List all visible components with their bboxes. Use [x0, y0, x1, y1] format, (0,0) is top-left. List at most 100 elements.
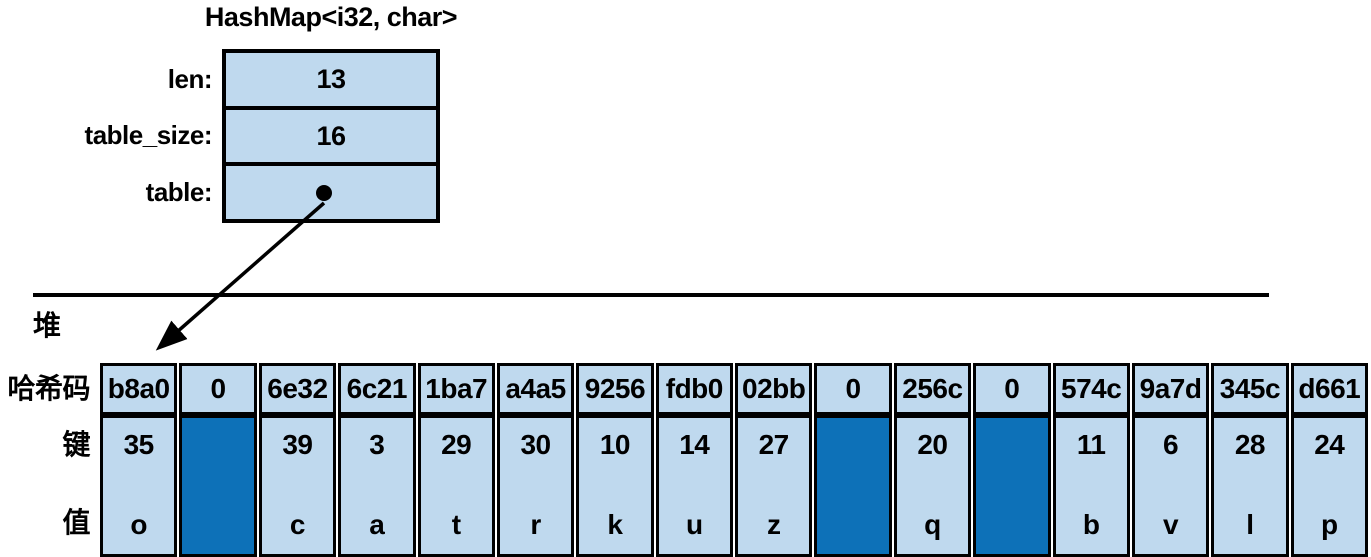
bucket-hash-cell: b8a0 [100, 363, 178, 415]
struct-field-label-table-size: table_size: [84, 120, 213, 150]
bucket-hash-value: 0 [1004, 373, 1020, 404]
bucket-column: d661 24 p [1290, 363, 1368, 557]
bucket-value-char: p [1321, 509, 1338, 540]
bucket-hash-value: 9256 [584, 373, 646, 404]
bucket-key-value: 27 [758, 429, 790, 460]
bucket-key-value: 28 [1234, 429, 1266, 460]
bucket-key-value: 24 [1314, 429, 1345, 460]
bucket-hash-cell: 0 [814, 363, 892, 415]
bucket-column: 256c 20 q [893, 363, 972, 557]
bucket-key-value: 14 [679, 429, 710, 460]
bucket-value-char: a [369, 509, 385, 540]
bucket-column: fdb0 14 u [655, 363, 733, 557]
bucket-value-char: b [1082, 509, 1100, 540]
bucket-hash-cell: 574c [1052, 363, 1130, 415]
bucket-hash-cell: fdb0 [655, 363, 733, 415]
bucket-kv-cell: 35 o [100, 415, 178, 557]
row-label-value: 值 [62, 507, 90, 538]
bucket-hash-cell: 02bb [735, 363, 813, 415]
bucket-hash-cell: 6c21 [338, 363, 416, 415]
bucket-kv-cell [179, 415, 257, 557]
bucket-value-char: t [451, 509, 461, 540]
bucket-hash-value: 0 [845, 373, 862, 404]
bucket-kv-cell: 11 b [1052, 415, 1130, 557]
bucket-hash-cell: 0 [179, 363, 257, 415]
bucket-column: 0 [179, 363, 257, 557]
bucket-key-value: 6 [1163, 429, 1179, 460]
heap-divider-line [33, 293, 1269, 297]
bucket-kv-cell: 30 r [496, 415, 575, 557]
bucket-hash-cell: 1ba7 [417, 363, 495, 415]
bucket-column: 1ba7 29 t [417, 363, 495, 557]
bucket-kv-cell: 39 c [258, 415, 337, 557]
bucket-key-value [976, 418, 1047, 472]
row-label-key: 键 [62, 429, 90, 460]
heap-label: 堆 [33, 310, 61, 341]
bucket-hash-cell: 0 [973, 363, 1051, 415]
bucket-kv-cell: 10 k [576, 415, 654, 557]
bucket-hash-cell: 256c [893, 363, 972, 415]
bucket-value-char [182, 496, 253, 554]
bucket-column: 0 [973, 363, 1051, 557]
bucket-key-value [817, 418, 888, 472]
hashmap-struct-box: 13 16 [222, 49, 440, 223]
bucket-key-value: 39 [282, 429, 313, 460]
pointer-dot-icon [316, 184, 332, 201]
bucket-key-value: 3 [369, 429, 385, 460]
table-size-value: 16 [316, 120, 346, 151]
bucket-value-char: v [1163, 509, 1179, 540]
bucket-kv-cell: 6 v [1131, 415, 1210, 557]
bucket-value-char: l [1246, 509, 1254, 540]
struct-field-table-size-value: 16 [226, 105, 436, 163]
bucket-value-char: u [686, 509, 703, 540]
bucket-hash-value: b8a0 [107, 373, 170, 404]
bucket-value-char: q [924, 509, 941, 540]
bucket-key-value: 30 [520, 429, 551, 460]
bucket-hash-cell: 9256 [576, 363, 654, 415]
struct-field-label-len: len: [167, 64, 213, 94]
bucket-kv-cell: 14 u [655, 415, 733, 557]
bucket-kv-cell [814, 415, 892, 557]
bucket-column: 574c 11 b [1052, 363, 1130, 557]
bucket-key-value: 11 [1076, 429, 1106, 460]
struct-field-len-value: 13 [226, 53, 436, 106]
bucket-hash-value: 6c21 [346, 373, 408, 404]
bucket-column: 9256 10 k [576, 363, 654, 557]
struct-field-table-pointer [226, 162, 436, 220]
bucket-value-char: r [530, 509, 541, 540]
struct-field-label-table: table: [145, 177, 213, 207]
bucket-hash-value: 1ba7 [425, 373, 488, 404]
bucket-column: 0 [814, 363, 892, 557]
bucket-key-value [182, 418, 253, 472]
bucket-hash-value: d661 [1298, 373, 1361, 404]
bucket-hash-value: fdb0 [665, 373, 724, 404]
bucket-value-char: o [130, 509, 147, 540]
bucket-column: 02bb 27 z [735, 363, 813, 557]
bucket-hash-value: 574c [1061, 373, 1122, 404]
bucket-value-char [976, 496, 1047, 554]
bucket-hash-value: 02bb [742, 373, 806, 404]
bucket-hash-cell: d661 [1290, 363, 1368, 415]
bucket-column: 9a7d 6 v [1131, 363, 1210, 557]
bucket-kv-cell: 27 z [735, 415, 813, 557]
bucket-value-char: z [766, 509, 781, 540]
bucket-hash-value: 6e32 [267, 373, 328, 404]
bucket-hash-cell: 345c [1211, 363, 1289, 415]
bucket-hash-cell: a4a5 [496, 363, 575, 415]
bucket-key-value: 29 [441, 429, 472, 460]
bucket-column: b8a0 35 o [100, 363, 178, 557]
bucket-hash-value: 256c [902, 373, 963, 404]
bucket-key-value: 35 [123, 429, 155, 460]
bucket-kv-cell: 20 q [893, 415, 972, 557]
hash-table: b8a0 35 o 0 6e32 39 c [100, 363, 1368, 557]
bucket-value-char [817, 496, 888, 554]
bucket-hash-cell: 6e32 [258, 363, 337, 415]
bucket-kv-cell [973, 415, 1051, 557]
bucket-column: 345c 28 l [1211, 363, 1289, 557]
bucket-value-char: k [607, 509, 623, 540]
bucket-key-value: 20 [917, 429, 948, 460]
row-label-hashcode: 哈希码 [7, 373, 90, 404]
struct-title: HashMap<i32, char> [204, 2, 458, 32]
bucket-column: 6e32 39 c [258, 363, 337, 557]
